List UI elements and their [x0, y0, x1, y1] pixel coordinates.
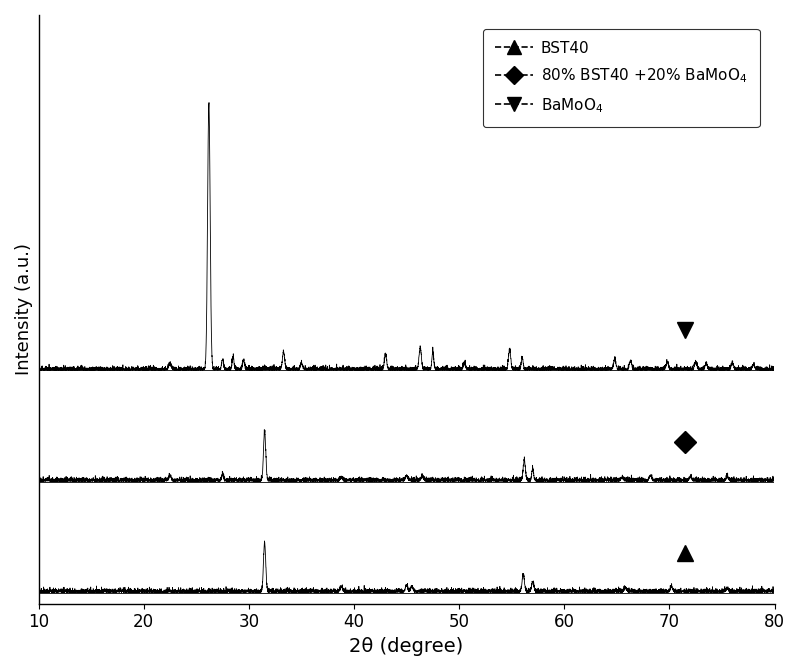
Y-axis label: Intensity (a.u.): Intensity (a.u.) — [15, 244, 33, 375]
Legend: BST40, 80% BST40 +20% BaMoO$_4$, BaMoO$_4$: BST40, 80% BST40 +20% BaMoO$_4$, BaMoO$_… — [482, 29, 759, 127]
X-axis label: 2θ (degree): 2θ (degree) — [350, 637, 464, 656]
